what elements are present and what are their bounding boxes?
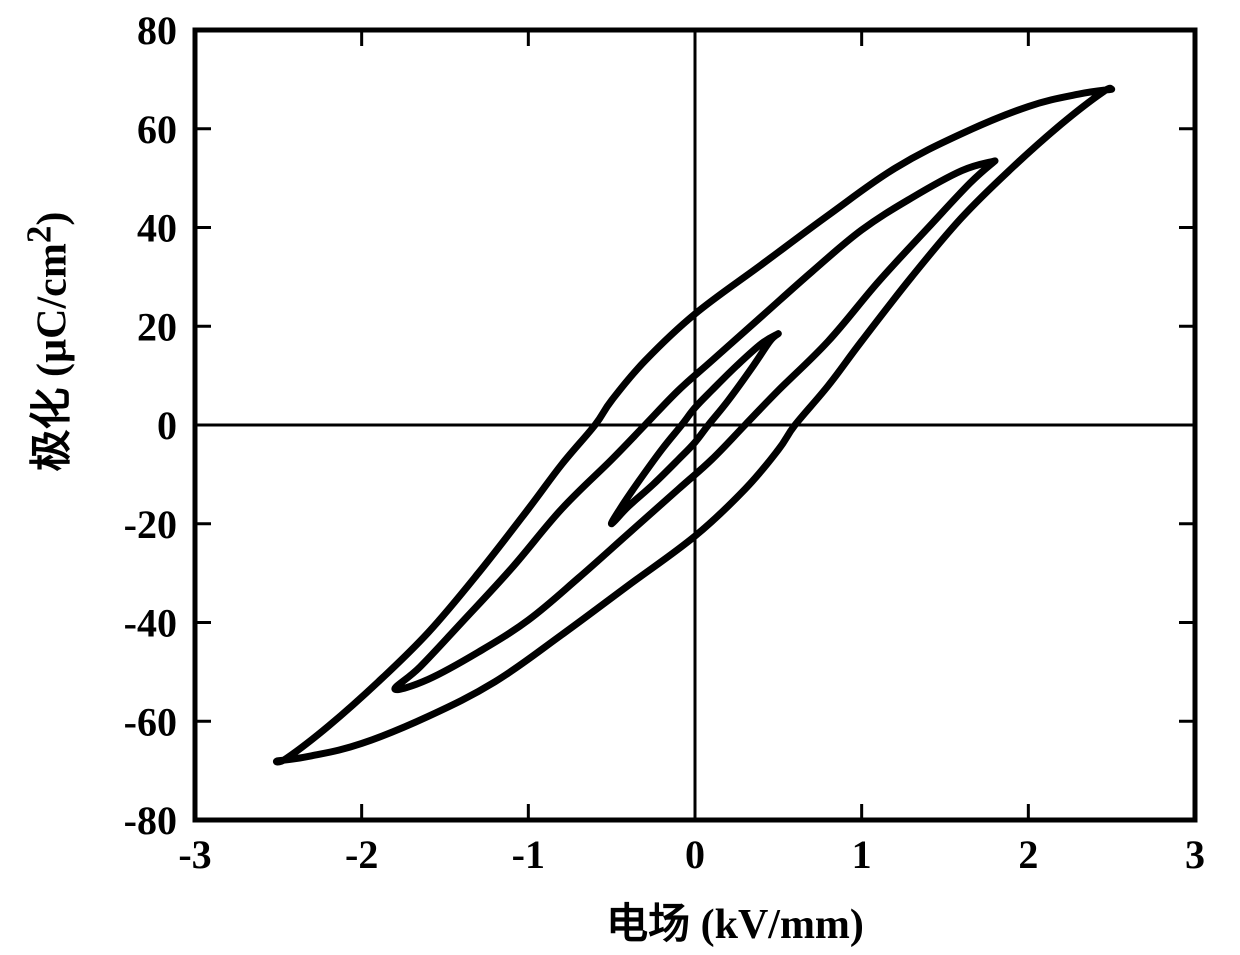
x-tick-label: 1 <box>852 832 872 877</box>
y-tick-label: 40 <box>137 206 177 251</box>
y-tick-label: 60 <box>137 107 177 152</box>
x-tick-label: -3 <box>178 832 211 877</box>
x-tick-label: -2 <box>345 832 378 877</box>
hysteresis-chart: -3 -2 -1 0 1 2 3 -80 -60 -40 -20 0 20 40 60 80 极化 (µC/c… <box>0 0 1240 955</box>
y-tick-label: 20 <box>137 304 177 349</box>
x-axis-label: 电场 (kV/mm) <box>535 890 935 951</box>
plot-svg: -3 -2 -1 0 1 2 3 -80 -60 -40 -20 0 20 40 60 80 <box>0 0 1240 955</box>
y-tick-label: -40 <box>124 601 177 646</box>
x-tick-label: -1 <box>512 832 545 877</box>
y-tick-label: -80 <box>124 798 177 843</box>
y-tick-label: -60 <box>124 699 177 744</box>
y-tick-label: 80 <box>137 8 177 53</box>
x-tick-label: 0 <box>685 832 705 877</box>
y-tick-label: 0 <box>157 403 177 448</box>
x-tick-label: 3 <box>1185 832 1205 877</box>
x-tick-label: 2 <box>1018 832 1038 877</box>
y-tick-label: -20 <box>124 502 177 547</box>
y-axis-label: 极化 (µC/cm2) <box>18 392 79 472</box>
